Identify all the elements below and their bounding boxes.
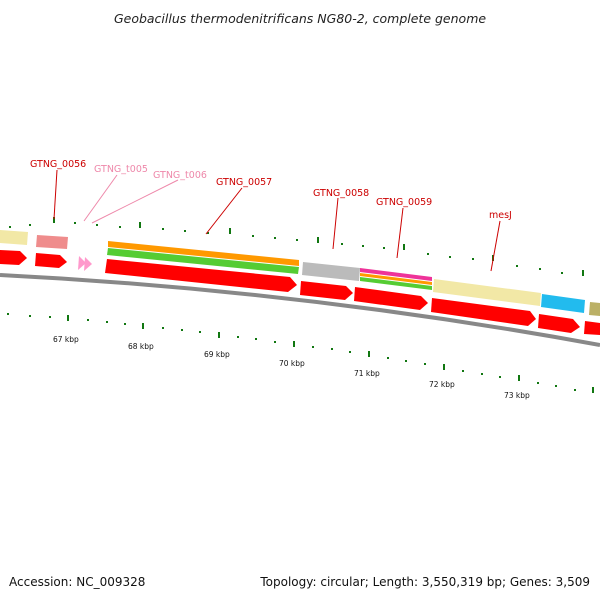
feature-pink-gene-0056[interactable] bbox=[36, 235, 68, 249]
feature-olive-gene[interactable] bbox=[589, 302, 600, 316]
gene-label-gtng-0058[interactable]: GTNG_0058 bbox=[313, 188, 369, 199]
feature-green-band[interactable] bbox=[107, 248, 299, 274]
scale-label-72: 72 kbp bbox=[429, 380, 455, 389]
feature-orange-band-2[interactable] bbox=[360, 273, 432, 285]
gene-label-mesj[interactable]: mesJ bbox=[489, 210, 512, 221]
cds-arrow-0059[interactable] bbox=[354, 287, 428, 310]
scale-label-68: 68 kbp bbox=[128, 342, 154, 351]
label-leader-lines bbox=[53, 169, 501, 272]
feature-yellow-left[interactable] bbox=[0, 230, 28, 245]
cds-arrow-2[interactable] bbox=[35, 253, 67, 268]
topology-text: Topology: circular; Length: 3,550,319 bp… bbox=[260, 575, 590, 589]
cds-arrow-edge[interactable] bbox=[584, 321, 600, 335]
feature-cyan-gene[interactable] bbox=[541, 294, 585, 313]
gene-label-gtng-0059[interactable]: GTNG_0059 bbox=[376, 197, 432, 208]
genome-backbone bbox=[0, 273, 600, 347]
cds-arrow-0057[interactable] bbox=[105, 259, 297, 292]
gene-label-gtng-0056[interactable]: GTNG_0056 bbox=[30, 159, 86, 170]
accession-text: Accession: NC_009328 bbox=[9, 575, 146, 589]
trna-arrow-t006[interactable] bbox=[84, 257, 92, 271]
scale-label-71: 71 kbp bbox=[354, 369, 380, 378]
gene-label-gtng-t006[interactable]: GTNG_t006 bbox=[153, 170, 207, 181]
genome-title: Geobacillus thermodenitrificans NG80-2, … bbox=[113, 11, 487, 26]
scale-label-73: 73 kbp bbox=[504, 391, 530, 400]
scale-label-70: 70 kbp bbox=[279, 359, 305, 368]
scale-label-69: 69 kbp bbox=[204, 350, 230, 359]
lower-tick-track bbox=[7, 313, 594, 393]
cds-arrow-next[interactable] bbox=[538, 314, 580, 333]
upper-tick-track bbox=[9, 217, 584, 276]
feature-green-band-2[interactable] bbox=[360, 277, 432, 290]
gene-label-gtng-0057[interactable]: GTNG_0057 bbox=[216, 177, 272, 188]
cds-arrow-0058[interactable] bbox=[300, 281, 353, 300]
cds-arrow-mesj[interactable] bbox=[431, 298, 536, 326]
gene-label-gtng-t005[interactable]: GTNG_t005 bbox=[94, 164, 148, 175]
feature-gray-gene-0058[interactable] bbox=[302, 262, 360, 281]
feature-magenta-band[interactable] bbox=[360, 268, 432, 281]
feature-yellow-mesj[interactable] bbox=[433, 279, 541, 306]
cds-arrow-1[interactable] bbox=[0, 250, 27, 265]
scale-label-67: 67 kbp bbox=[53, 335, 79, 344]
feature-orange-band[interactable] bbox=[108, 241, 299, 266]
trna-arrow-t005[interactable] bbox=[78, 256, 86, 270]
